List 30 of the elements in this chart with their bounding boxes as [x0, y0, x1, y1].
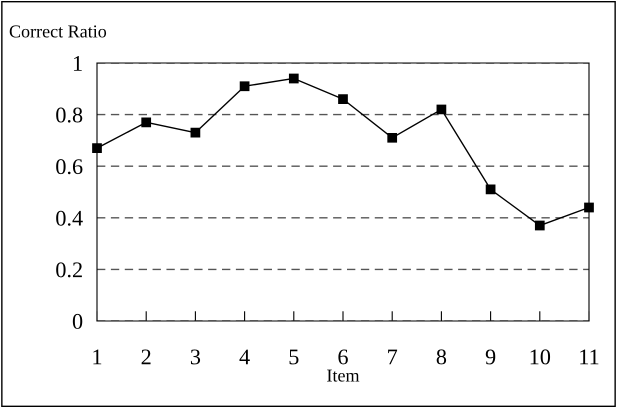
point: [190, 128, 200, 138]
point: [436, 104, 446, 114]
x-tick-label: 2: [142, 349, 151, 364]
point: [92, 143, 102, 153]
point: [288, 74, 299, 84]
point: [584, 202, 594, 212]
y-tick-label: 0.6: [56, 159, 82, 174]
y-tick-label: 0.4: [56, 210, 83, 226]
x-tick-label: 11: [580, 350, 598, 364]
x-tick-label: 5: [290, 350, 298, 364]
y-axis-title: Correct Ratio: [10, 25, 106, 38]
x-tick-label: 3: [190, 349, 200, 364]
y-tick-label: 0.2: [56, 262, 82, 278]
point: [387, 132, 398, 143]
y-tick-label: 1: [74, 56, 82, 71]
point: [338, 94, 348, 104]
point: [240, 81, 250, 92]
x-axis-title: Item: [327, 370, 360, 382]
x-tick-label: 6: [338, 349, 348, 364]
y-tick-label: 0.8: [56, 108, 82, 123]
point: [141, 117, 152, 128]
x-tick-label: 8: [436, 349, 446, 364]
x-tick-label: 1: [93, 350, 102, 364]
x-tick-label: 9: [486, 349, 496, 364]
x-tick-label: 4: [239, 350, 250, 364]
point: [534, 220, 545, 230]
x-tick-label: 7: [388, 350, 398, 364]
point: [486, 184, 496, 194]
x-tick-label: 10: [530, 349, 550, 364]
y-tick-label: 0: [72, 314, 82, 329]
